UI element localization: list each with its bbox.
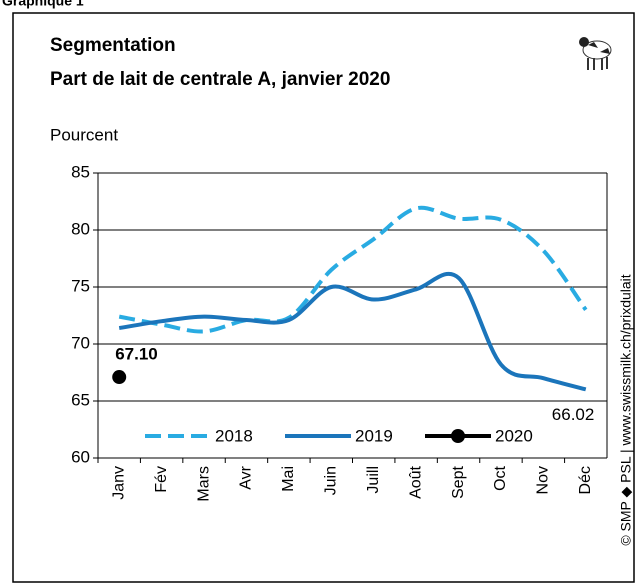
x-tick-label: Nov [535, 466, 552, 494]
point-marker [112, 370, 127, 385]
y-tick-label: 75 [71, 276, 90, 295]
figure-label: Graphique 1 [2, 0, 84, 9]
legend-marker [451, 429, 465, 443]
data-label: 67.10 [115, 345, 158, 364]
legend-label: 2018 [215, 426, 253, 445]
source-note: © SMP ◆ PSL | www.swissmilk.ch/prixdulai… [618, 274, 634, 545]
x-tick-label: Mars [195, 466, 212, 502]
y-tick-label: 85 [71, 162, 90, 181]
x-tick-label: Mai [280, 466, 297, 492]
y-tick-label: 60 [71, 447, 90, 466]
x-tick-label: Sept [450, 465, 467, 498]
x-tick-label: Juill [365, 466, 382, 494]
data-label: 66.02 [552, 405, 595, 424]
x-tick-label: Juin [323, 466, 340, 495]
y-tick-label: 65 [71, 390, 90, 409]
chart-subtitle: Part de lait de centrale A, janvier 2020 [50, 69, 390, 90]
x-tick-label: Avr [238, 465, 255, 489]
x-tick-label: Fév [153, 466, 170, 493]
cow-icon [579, 37, 612, 70]
y-tick-label: 70 [71, 333, 90, 352]
legend-label: 2020 [495, 426, 533, 445]
x-tick-label: Déc [577, 466, 594, 494]
series-line [118, 271, 587, 392]
chart-title: Segmentation [50, 35, 176, 56]
legend-label: 2019 [355, 426, 393, 445]
x-tick-label: Août [407, 465, 424, 498]
series-line [118, 205, 588, 334]
y-axis-label: Pourcent [50, 125, 118, 144]
frame [12, 12, 635, 583]
y-tick-label: 80 [71, 219, 90, 238]
x-tick-label: Oct [492, 465, 509, 490]
x-tick-label: Janv [110, 466, 127, 500]
